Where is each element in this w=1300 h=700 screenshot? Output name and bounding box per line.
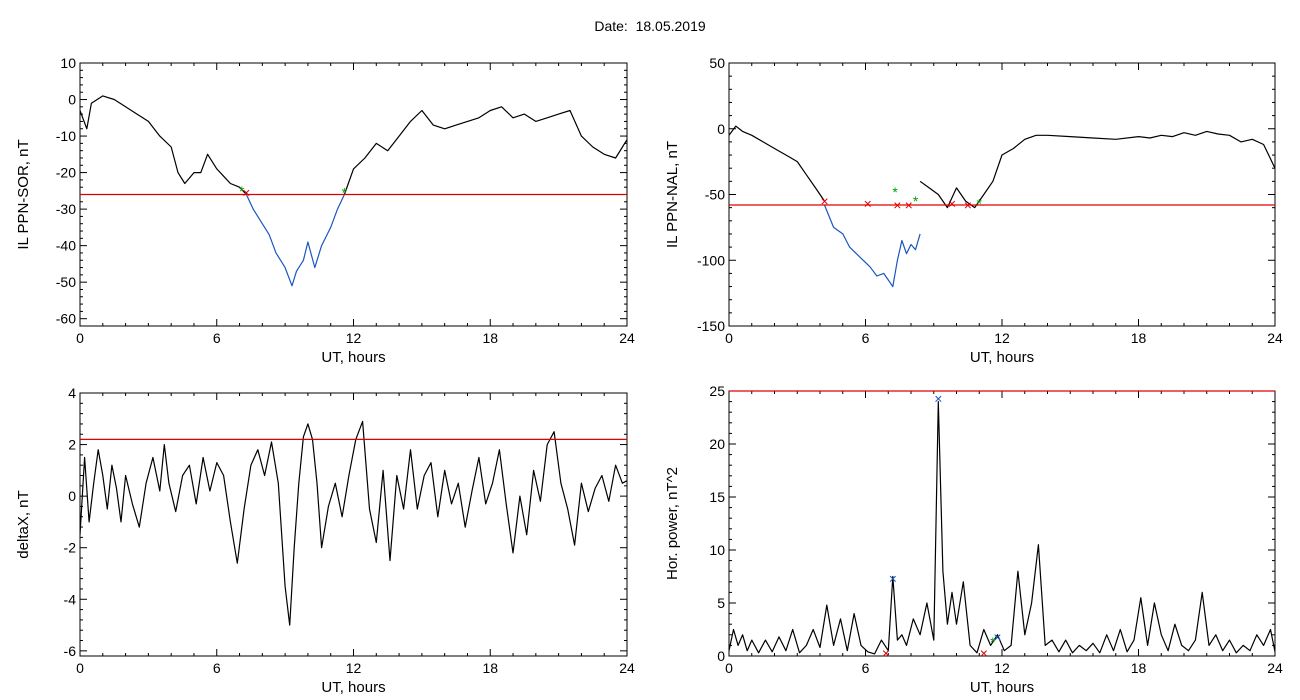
x-tick-label: 0 — [725, 660, 733, 676]
y-tick-label: -6 — [64, 643, 77, 659]
event-marker: × — [242, 185, 250, 201]
x-tick-label: 12 — [346, 330, 362, 346]
y-tick-label: -20 — [56, 165, 76, 181]
event-marker: × — [864, 196, 872, 212]
x-axis-label: UT, hours — [970, 349, 1034, 366]
x-tick-label: 18 — [1131, 660, 1147, 676]
y-tick-label: -10 — [56, 128, 76, 144]
y-axis-label: deltaX, nT — [15, 490, 32, 558]
chart-panel-4: 0 6 12 18 24 0 5 10 15 20 25 UT, hours Hor. power, n… — [664, 383, 1283, 696]
x-tick-label: 18 — [482, 660, 498, 676]
y-tick-label: 20 — [709, 436, 725, 452]
series-line-1 — [80, 420, 627, 626]
event-marker: * — [342, 185, 348, 201]
event-marker: × — [893, 197, 901, 213]
event-marker: × — [889, 571, 897, 587]
series-line-1 — [729, 125, 825, 202]
x-tick-label: 6 — [862, 330, 870, 346]
y-tick-label: 10 — [709, 542, 725, 558]
y-tick-label: -50 — [705, 187, 725, 203]
x-axis-label: UT, hours — [970, 679, 1034, 696]
x-tick-label: 18 — [482, 330, 498, 346]
y-tick-label: -2 — [64, 540, 77, 556]
y-tick-label: 0 — [68, 92, 76, 108]
x-axis-label: UT, hours — [321, 349, 385, 366]
event-marker: * — [892, 184, 898, 200]
x-tick-label: 18 — [1131, 330, 1147, 346]
x-tick-label: 6 — [213, 660, 221, 676]
event-marker: × — [948, 196, 956, 212]
y-axis-label: IL PPN-NAL, nT — [664, 141, 681, 248]
y-tick-label: 0 — [68, 488, 76, 504]
plot-frame — [79, 392, 628, 657]
plot-frame — [728, 62, 1276, 327]
y-tick-label: 15 — [709, 489, 725, 505]
y-axis-label: IL PPN-SOR, nT — [15, 139, 32, 249]
page-title: Date: 18.05.2019 — [594, 18, 706, 34]
event-marker: × — [934, 390, 942, 406]
event-marker: × — [980, 645, 988, 661]
x-tick-label: 24 — [1267, 330, 1283, 346]
event-marker: * — [239, 183, 245, 199]
series-line-2 — [823, 204, 921, 288]
y-tick-label: -100 — [697, 252, 725, 268]
y-tick-label: -40 — [56, 238, 76, 254]
y-tick-label: -150 — [697, 318, 725, 334]
x-tick-label: 24 — [619, 330, 635, 346]
event-marker: × — [993, 629, 1001, 645]
event-marker: * — [977, 196, 983, 212]
chart-panel-1: 0 6 12 18 24 -60 -50 -40 -30 -20 -10 0 10 UT, hours IL… — [15, 55, 635, 366]
x-tick-label: 0 — [76, 330, 84, 346]
event-marker: * — [990, 634, 996, 650]
x-tick-label: 12 — [994, 660, 1010, 676]
x-tick-label: 24 — [619, 660, 635, 676]
x-tick-label: 12 — [346, 660, 362, 676]
y-axis-label: Hor. power, nT^2 — [664, 467, 681, 580]
y-tick-label: -30 — [56, 201, 76, 217]
y-tick-label: 0 — [717, 121, 725, 137]
x-tick-label: 0 — [76, 660, 84, 676]
x-tick-label: 6 — [862, 660, 870, 676]
series-line-3 — [343, 106, 627, 195]
x-axis-label: UT, hours — [321, 679, 385, 696]
event-marker: × — [882, 645, 890, 661]
x-tick-label: 12 — [994, 330, 1010, 346]
y-tick-label: 25 — [709, 383, 725, 399]
y-tick-label: 2 — [68, 437, 76, 453]
event-marker: * — [913, 193, 919, 209]
x-tick-label: 24 — [1267, 660, 1283, 676]
event-marker: × — [964, 197, 972, 213]
series-line-1 — [80, 95, 247, 195]
chart-panel-2: 0 6 12 18 24 -150 -100 -50 0 50 UT, hours IL PPN-NA… — [664, 55, 1283, 366]
y-tick-label: 0 — [717, 648, 725, 664]
series-line-3 — [919, 130, 1275, 209]
y-tick-label: 50 — [709, 55, 725, 71]
y-tick-label: -4 — [64, 591, 77, 607]
y-tick-label: -50 — [56, 274, 76, 290]
series-line-1 — [729, 401, 1275, 655]
x-tick-label: 6 — [213, 330, 221, 346]
event-marker: × — [905, 197, 913, 213]
y-tick-label: 10 — [60, 55, 76, 71]
y-tick-label: 5 — [717, 595, 725, 611]
y-tick-label: 4 — [68, 385, 76, 401]
plot-frame — [728, 390, 1276, 657]
series-line-2 — [245, 194, 345, 287]
y-tick-label: -60 — [56, 311, 76, 327]
x-tick-label: 0 — [725, 330, 733, 346]
event-marker: × — [820, 193, 828, 209]
